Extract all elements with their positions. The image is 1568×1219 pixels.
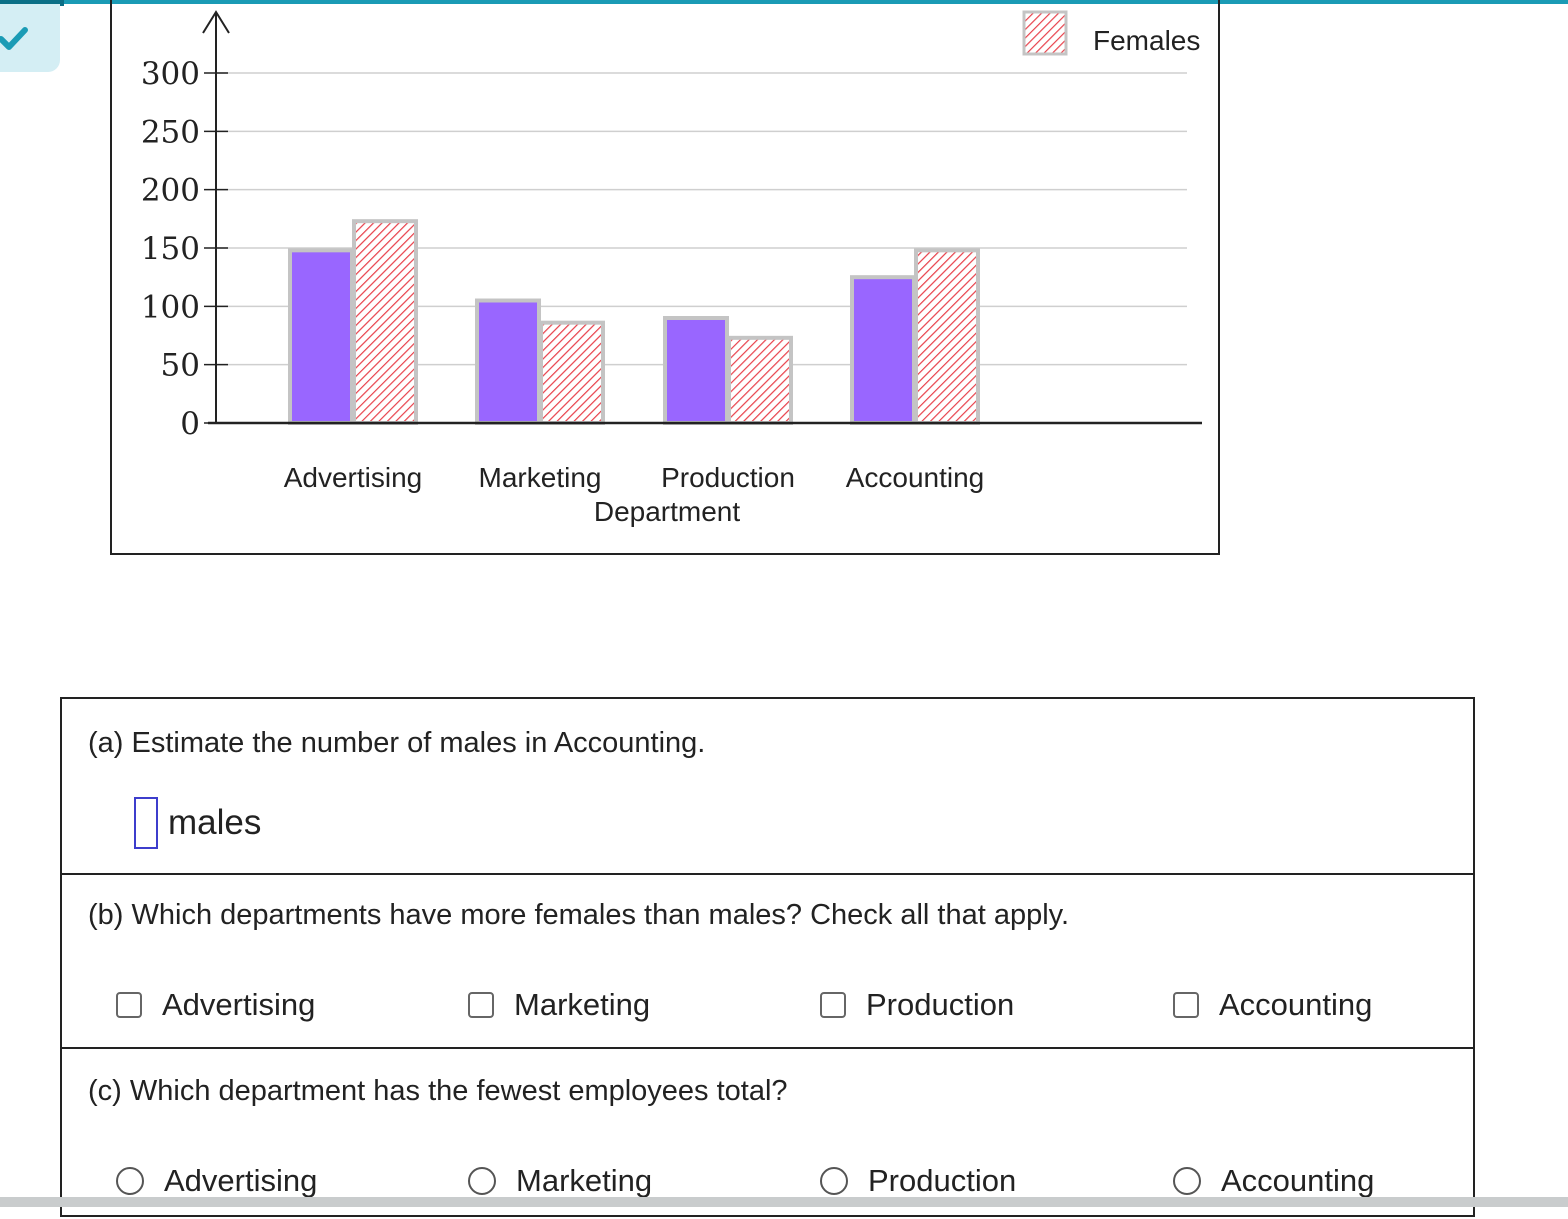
radio-label: Marketing [516,1163,653,1198]
question-b-text: (b) Which departments have more females … [88,899,1070,931]
radio-label: Accounting [1221,1163,1375,1198]
x-tick-label: Accounting [846,462,985,493]
x-tick-label: Marketing [479,462,602,493]
radio-icon[interactable] [468,1167,496,1195]
top-accent-line [0,0,1568,4]
question-b-section: (b) Which departments have more females … [62,873,1473,1049]
checkbox-label: Production [866,987,1015,1022]
y-tick-label: 0 [180,406,200,442]
bar-marketing-females [539,320,605,425]
bar-production-females [727,335,793,426]
bar-accounting-series1 [850,275,916,425]
bar-chart: 0 50 100 150 200 250 300 Advertising Marketing Pr… [141,10,1202,527]
radio-label: Advertising [164,1163,318,1198]
chart-frame: 0 50 100 150 200 250 300 Advertising Marketing Pr… [110,0,1220,555]
radio-icon[interactable] [116,1167,144,1195]
checkbox-option-accounting[interactable]: Accounting [1173,987,1372,1023]
checkbox-icon[interactable] [116,992,142,1018]
checkbox-label: Marketing [514,987,651,1022]
checkbox-icon[interactable] [820,992,846,1018]
question-a-text: (a) Estimate the number of males in Acco… [88,727,706,759]
y-tick-label: 50 [161,348,200,384]
checkbox-option-advertising[interactable]: Advertising [116,987,315,1023]
radio-icon[interactable] [820,1167,848,1195]
y-tick-label: 200 [141,173,200,209]
bar-advertising-series1 [288,248,354,425]
answer-unit-label: males [168,803,262,842]
y-tick-label: 250 [141,114,200,150]
checkbox-option-production[interactable]: Production [820,987,1014,1023]
radio-label: Production [868,1163,1017,1198]
y-tick-label: 150 [141,231,200,267]
question-table: (a) Estimate the number of males in Acco… [60,697,1475,1217]
males-accounting-input[interactable] [134,797,158,849]
legend-label-females: Females [1093,25,1200,56]
radio-option-accounting[interactable]: Accounting [1173,1163,1374,1199]
bar-accounting-females [914,248,980,425]
radio-option-production[interactable]: Production [820,1163,1016,1199]
y-tick-label: 100 [141,289,200,325]
bar-production-series1 [663,316,729,425]
checkbox-label: Accounting [1219,987,1373,1022]
radio-icon[interactable] [1173,1167,1201,1195]
checkbox-label: Advertising [162,987,316,1022]
checkbox-option-marketing[interactable]: Marketing [468,987,650,1023]
x-tick-label: Advertising [284,462,423,493]
question-c-text: (c) Which department has the fewest empl… [88,1075,788,1107]
legend-swatch-females [1022,10,1068,56]
completed-badge [0,4,60,72]
bar-advertising-females [352,219,418,425]
question-c-section: (c) Which department has the fewest empl… [62,1049,1473,1219]
x-axis-label: Department [594,496,741,527]
question-a-section: (a) Estimate the number of males in Acco… [62,699,1473,875]
y-axis-arrow-icon [202,10,230,34]
bar-marketing-series1 [475,298,541,425]
radio-option-advertising[interactable]: Advertising [116,1163,317,1199]
checkbox-icon[interactable] [1173,992,1199,1018]
top-accent-segment [0,0,64,6]
y-tick-label: 300 [141,56,200,92]
x-tick-label: Production [661,462,795,493]
radio-option-marketing[interactable]: Marketing [468,1163,652,1199]
checkbox-icon[interactable] [468,992,494,1018]
horizontal-scrollbar[interactable] [0,1197,1568,1207]
checkmark-icon [0,27,28,50]
